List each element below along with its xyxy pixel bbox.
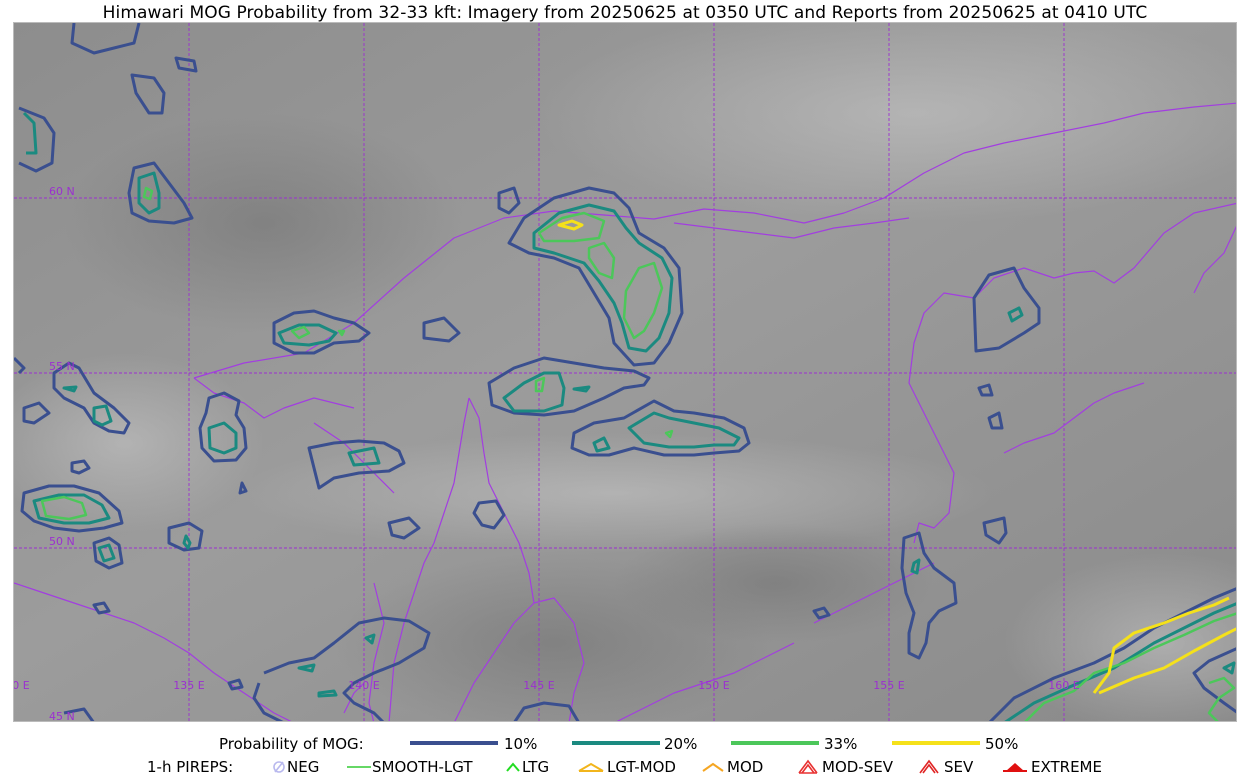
legend-swatch-10 [410, 741, 498, 745]
lat-lon-grid [14, 23, 1236, 721]
probability-legend: Probability of MOG: 10% 20% 33% 50% [0, 733, 1250, 755]
mod-icon [702, 762, 724, 772]
legend-label-10: 10% [504, 735, 538, 753]
pirep-label-mod: MOD [727, 758, 764, 776]
mog-contour-20[interactable] [22, 111, 1237, 722]
lon-label-140e: 140 E [348, 679, 379, 692]
lgt-mod-icon [578, 762, 604, 772]
lat-label-50n: 50 N [49, 535, 75, 548]
cloud-band [234, 433, 994, 553]
satellite-map[interactable]: 60 N 55 N 50 N 45 N 130 E 135 E 140 E 14… [13, 22, 1237, 722]
cloud-band [534, 23, 1236, 223]
mog-contour-10[interactable] [14, 23, 1237, 722]
legend-label-20: 20% [664, 735, 698, 753]
legend-swatch-33 [731, 741, 819, 745]
smooth-lgt-icon [347, 766, 371, 768]
lon-label-135e: 135 E [173, 679, 204, 692]
pirep-label-neg: NEG [287, 758, 320, 776]
legend-swatch-50 [892, 741, 980, 745]
legend-swatch-20 [572, 741, 660, 745]
pirep-label-extreme: EXTREME [1031, 758, 1102, 776]
pirep-label-lgt-mod: LGT-MOD [607, 758, 676, 776]
lon-label-145e: 145 E [523, 679, 554, 692]
legend-label-50: 50% [985, 735, 1019, 753]
lon-label-130e: 130 E [14, 679, 30, 692]
lon-label-160e: 160 E [1048, 679, 1079, 692]
legend-label-33: 33% [824, 735, 858, 753]
ltg-icon [506, 762, 520, 772]
pirep-label-smooth-lgt: SMOOTH-LGT [372, 758, 473, 776]
mod-sev-icon [798, 759, 818, 774]
coastlines [14, 102, 1236, 721]
latitude-labels: 60 N 55 N 50 N 45 N [49, 185, 75, 722]
lat-label-45n: 45 N [49, 710, 75, 722]
sev-icon [919, 759, 939, 774]
probability-legend-title: Probability of MOG: [219, 735, 364, 753]
extreme-icon [1003, 763, 1027, 772]
lon-label-150e: 150 E [698, 679, 729, 692]
pirep-label-mod-sev: MOD-SEV [822, 758, 893, 776]
pirep-legend: 1-h PIREPS: NEG SMOOTH-LGT LTG LGT-MOD M… [0, 756, 1250, 778]
lat-label-60n: 60 N [49, 185, 75, 198]
lon-label-155e: 155 E [873, 679, 904, 692]
cloud-band [1004, 553, 1236, 721]
map-title: Himawari MOG Probability from 32-33 kft:… [102, 3, 1148, 23]
mog-contour-33[interactable] [40, 186, 1237, 722]
lat-label-55n: 55 N [49, 360, 75, 373]
dark-region [64, 113, 464, 333]
mog-contour-50[interactable] [557, 219, 1237, 695]
pirep-legend-title: 1-h PIREPS: [147, 758, 234, 776]
pirep-label-ltg: LTG [522, 758, 550, 776]
pirep-label-sev: SEV [944, 758, 974, 776]
longitude-labels: 130 E 135 E 140 E 145 E 150 E 155 E 160 … [14, 679, 1080, 692]
neg-icon [273, 761, 285, 773]
dark-region [614, 523, 934, 643]
